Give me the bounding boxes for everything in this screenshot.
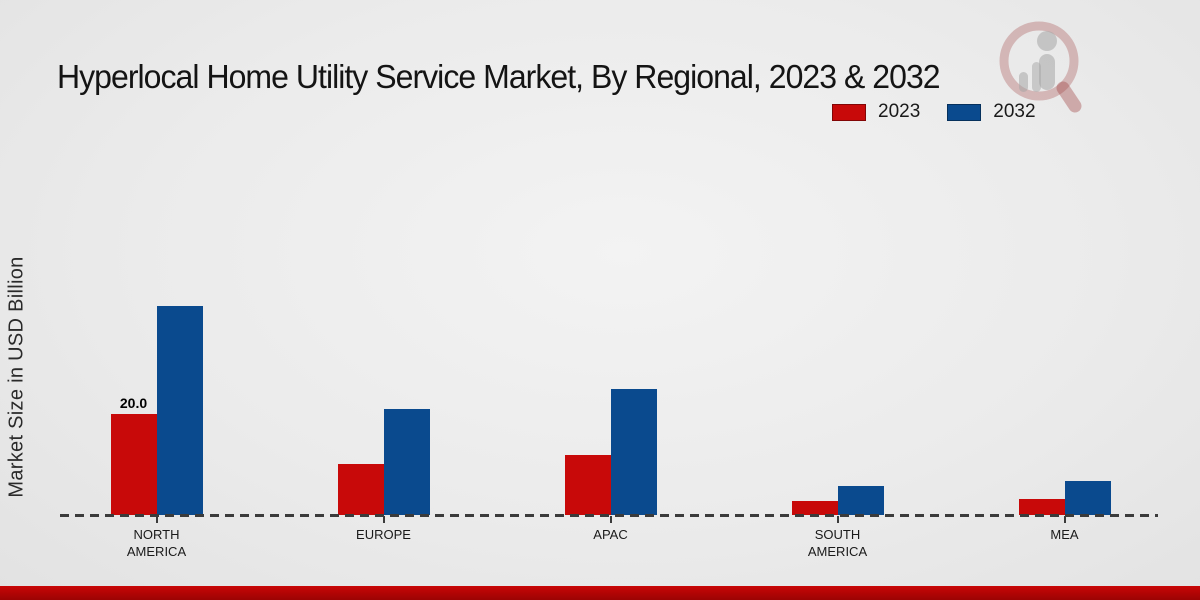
footer-brand-bar [0,586,1200,600]
bar-2023-europe [337,464,384,515]
x-axis-label-apac: APAC [593,527,628,542]
legend-item-2032: 2032 [947,101,1036,123]
bar-2023-mea [1018,499,1065,515]
legend-swatch-2023 [832,103,866,121]
bar-2023-north-america [110,414,157,515]
bar-2032-europe [383,409,430,515]
x-axis-tick-europe [382,516,385,523]
bar-value-label-2023-north-america: 20.0 [119,395,148,411]
legend-label-2032: 2032 [993,101,1036,122]
bar-2023-apac [564,455,611,515]
legend: 2023 2032 [832,101,1036,123]
zero-baseline [60,514,1158,517]
bar-2032-north-america [156,306,203,515]
x-axis-label-south-america: SOUTH AMERICA [807,527,868,559]
mrfr-logo-watermark-icon [999,21,1082,113]
x-axis-label-europe: EUROPE [356,527,411,542]
legend-item-2023: 2023 [832,101,920,123]
x-axis-tick-apac [609,516,612,523]
bar-2023-south-america [791,501,838,515]
x-axis-tick-south-america [836,516,839,523]
bar-2032-mea [1064,481,1111,515]
bar-2032-apac [610,389,657,515]
chart-title: Hyperlocal Home Utility Service Market, … [57,58,941,96]
x-axis-tick-north-america [155,516,158,523]
legend-swatch-2032 [947,103,982,121]
legend-label-2023: 2023 [878,101,921,122]
x-axis-label-north-america: NORTH AMERICA [126,527,187,559]
x-axis-tick-mea [1063,516,1066,523]
bar-2032-south-america [837,486,884,515]
x-axis-label-mea: MEA [1050,527,1079,542]
